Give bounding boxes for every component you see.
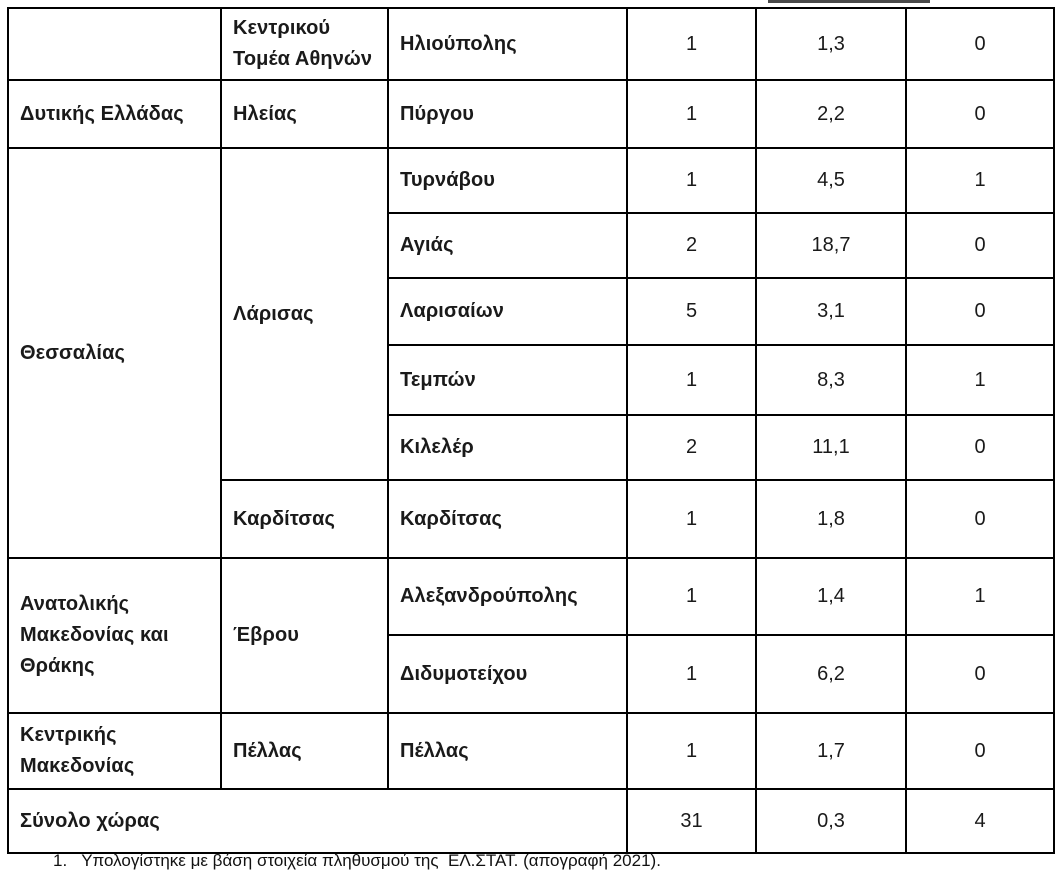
cell-municipality: Διδυμοτείχου bbox=[387, 634, 628, 714]
cell-municipality: Ηλιούπολης bbox=[387, 7, 628, 81]
footnote: 1. Υπολογίστηκε με βάση στοιχεία πληθυσμ… bbox=[53, 851, 661, 871]
cell-municipality: Πέλλας bbox=[387, 712, 628, 790]
cell-value-2: 2,2 bbox=[755, 79, 907, 149]
cell-region bbox=[7, 7, 222, 81]
cell-value-1: 1 bbox=[626, 7, 757, 81]
cell-value-3: 1 bbox=[905, 147, 1055, 214]
cell-value-2: 8,3 bbox=[755, 344, 907, 416]
cell-value-2: 1,8 bbox=[755, 479, 907, 559]
cell-value-2: 18,7 bbox=[755, 212, 907, 279]
table-row: Αγιάς 2 18,7 0 bbox=[8, 212, 1055, 279]
cell-value-2: 11,1 bbox=[755, 414, 907, 481]
cell-region: Θεσσαλίας bbox=[7, 147, 222, 559]
table-row: Δυτικής Ελλάδας Ηλείας Πύργου 1 2,2 0 bbox=[7, 79, 1055, 149]
cell-value-3: 1 bbox=[905, 344, 1055, 416]
total-label-cell: Σύνολο χώρας bbox=[7, 788, 628, 854]
table-row: Λαρισαίων 5 3,1 0 bbox=[8, 277, 1055, 346]
cell-value-2: 4,5 bbox=[755, 147, 907, 214]
cell-regional-unit: Πέλλας bbox=[220, 712, 389, 790]
table-row: Κεντρικού Τομέα Αθηνών Ηλιούπολης 1 1,3 … bbox=[7, 7, 1055, 81]
cell-municipality: Τεμπών bbox=[387, 344, 628, 416]
total-value-3: 4 bbox=[905, 788, 1055, 854]
cell-value-3: 0 bbox=[905, 212, 1055, 279]
cell-value-1: 1 bbox=[626, 557, 757, 636]
total-row: Σύνολο χώρας 31 0,3 4 bbox=[7, 788, 1055, 854]
total-value-1: 31 bbox=[626, 788, 757, 854]
cell-region: Δυτικής Ελλάδας bbox=[7, 79, 222, 149]
table-row: Τεμπών 1 8,3 1 bbox=[8, 344, 1055, 416]
cell-municipality: Καρδίτσας bbox=[387, 479, 628, 559]
cell-value-1: 1 bbox=[626, 344, 757, 416]
table-row: Διδυμοτείχου 1 6,2 0 bbox=[8, 634, 1055, 714]
cell-municipality: Κιλελέρ bbox=[387, 414, 628, 481]
cell-value-1: 1 bbox=[626, 712, 757, 790]
footnote-marker: 1. bbox=[53, 851, 68, 870]
regions-table: Κεντρικού Τομέα Αθηνών Ηλιούπολης 1 1,3 … bbox=[7, 7, 1055, 854]
cell-municipality: Λαρισαίων bbox=[387, 277, 628, 346]
cell-value-3: 0 bbox=[905, 277, 1055, 346]
cell-regional-unit: Ηλείας bbox=[220, 79, 389, 149]
cell-regional-unit: Καρδίτσας bbox=[220, 479, 389, 559]
cell-value-3: 1 bbox=[905, 557, 1055, 636]
cell-region: Κεντρικής Μακεδονίας bbox=[7, 712, 222, 790]
cell-value-2: 1,3 bbox=[755, 7, 907, 81]
cell-value-3: 0 bbox=[905, 7, 1055, 81]
cropped-border-artifact bbox=[768, 0, 930, 3]
cell-municipality: Αλεξανδρούπολης bbox=[387, 557, 628, 636]
table-row: Καρδίτσας Καρδίτσας 1 1,8 0 bbox=[8, 479, 1055, 559]
cell-value-3: 0 bbox=[905, 479, 1055, 559]
cell-regional-unit: Κεντρικού Τομέα Αθηνών bbox=[220, 7, 389, 81]
cell-value-2: 3,1 bbox=[755, 277, 907, 346]
table-row: Κεντρικής Μακεδονίας Πέλλας Πέλλας 1 1,7… bbox=[7, 712, 1055, 790]
cell-regional-unit: Έβρου bbox=[220, 557, 389, 714]
cell-municipality: Τυρνάβου bbox=[387, 147, 628, 214]
cell-region: Ανατολικής Μακεδονίας και Θράκης bbox=[7, 557, 222, 714]
cell-value-1: 5 bbox=[626, 277, 757, 346]
cell-municipality: Πύργου bbox=[387, 79, 628, 149]
footnote-text: Υπολογίστηκε με βάση στοιχεία πληθυσμού … bbox=[81, 851, 661, 870]
table-row: Ανατολικής Μακεδονίας και Θράκης Έβρου Α… bbox=[7, 557, 1055, 714]
cell-value-2: 1,4 bbox=[755, 557, 907, 636]
cell-value-1: 1 bbox=[626, 147, 757, 214]
cell-value-1: 1 bbox=[626, 479, 757, 559]
cell-value-1: 2 bbox=[626, 414, 757, 481]
table-row: Θεσσαλίας Λάρισας Τυρνάβου 1 4,5 1 bbox=[7, 147, 1055, 559]
cell-regional-unit: Λάρισας bbox=[220, 147, 389, 481]
cell-value-2: 1,7 bbox=[755, 712, 907, 790]
cell-value-3: 0 bbox=[905, 79, 1055, 149]
cell-value-3: 0 bbox=[905, 634, 1055, 714]
cell-municipality: Αγιάς bbox=[387, 212, 628, 279]
cell-value-1: 1 bbox=[626, 634, 757, 714]
table-row: Κιλελέρ 2 11,1 0 bbox=[8, 414, 1055, 481]
cell-value-2: 6,2 bbox=[755, 634, 907, 714]
total-value-2: 0,3 bbox=[755, 788, 907, 854]
cell-value-3: 0 bbox=[905, 414, 1055, 481]
cell-value-3: 0 bbox=[905, 712, 1055, 790]
cell-value-1: 2 bbox=[626, 212, 757, 279]
cell-value-1: 1 bbox=[626, 79, 757, 149]
